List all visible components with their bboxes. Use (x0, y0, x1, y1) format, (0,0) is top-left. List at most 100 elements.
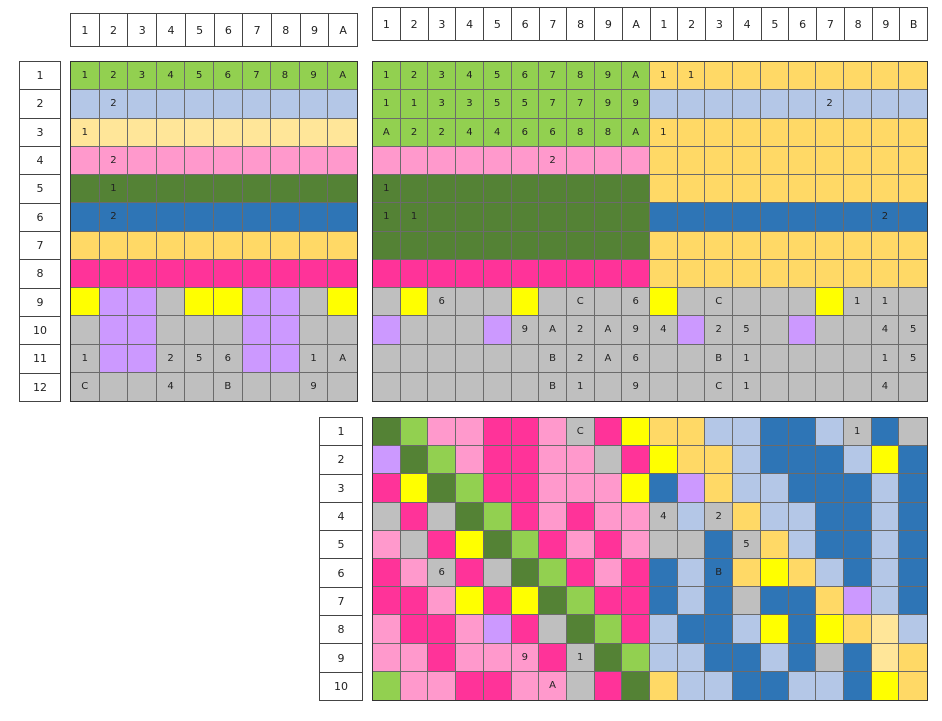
grid-cell (677, 502, 706, 531)
column-header-cell: 1 (373, 8, 401, 40)
grid-cell (760, 530, 789, 559)
grid-cell (816, 372, 844, 401)
grid-cell (373, 372, 401, 401)
grid-cell: 3 (428, 90, 457, 119)
grid-cell (788, 288, 817, 317)
grid-cell (456, 446, 484, 475)
grid-cell: 1 (373, 175, 401, 204)
grid-cell (705, 615, 734, 644)
column-header-cell: 8 (567, 8, 595, 40)
grid-cell (328, 146, 357, 175)
grid-cell: B (214, 372, 243, 401)
grid-cell (456, 559, 484, 588)
grid-cell (511, 231, 540, 260)
grid-cell: 1 (373, 90, 401, 119)
grid-cell (622, 418, 650, 447)
grid-cell (566, 671, 595, 700)
grid-cell (760, 90, 789, 119)
grid-cell (299, 175, 329, 204)
grid-cell (400, 259, 429, 288)
grid-cell (483, 530, 512, 559)
grid-cell (650, 643, 678, 672)
grid-cell (843, 259, 872, 288)
grid-cell: 2 (99, 90, 129, 119)
grid-cell (594, 259, 623, 288)
grid-cell: 4 (156, 62, 186, 91)
grid-cell (705, 530, 734, 559)
grid-cell (271, 146, 300, 175)
grid-cell (71, 175, 100, 204)
grid-cell (650, 559, 678, 588)
column-header-cell: 1 (651, 8, 679, 40)
row-header-cell: 3 (20, 119, 60, 147)
grid-cell (456, 372, 484, 401)
grid-cell (328, 90, 357, 119)
grid-cell (843, 146, 872, 175)
grid-cell: 3 (128, 62, 157, 91)
grid-cell (705, 146, 734, 175)
grid-cell (622, 559, 650, 588)
grid-cell (400, 530, 429, 559)
grid-cell (760, 231, 789, 260)
grid-cell (373, 615, 401, 644)
grid-cell (242, 316, 272, 345)
grid-cell (705, 259, 734, 288)
grid-cell: 4 (650, 316, 678, 345)
grid-cell (650, 288, 678, 317)
grid-cell (299, 288, 329, 317)
grid-cell (677, 615, 706, 644)
grid-cell (400, 502, 429, 531)
grid-cell (843, 559, 872, 588)
grid-cell (677, 231, 706, 260)
grid-cell (622, 671, 650, 700)
grid-cell (128, 175, 157, 204)
grid-cell (705, 643, 734, 672)
grid-cell (185, 203, 214, 232)
grid-cell (843, 474, 872, 503)
grid-cell (428, 446, 457, 475)
grid-cell (128, 146, 157, 175)
grid-cell (128, 90, 157, 119)
grid-cell (760, 175, 789, 204)
grid-cell (788, 146, 817, 175)
grid-cell (373, 288, 401, 317)
row-header-cell: 1 (20, 62, 60, 91)
grid-cell (566, 175, 595, 204)
grid-cell: 9 (299, 372, 329, 401)
grid-cell (899, 671, 927, 700)
grid-cell: 9 (622, 90, 650, 119)
grid-cell (566, 446, 595, 475)
grid-cell (128, 372, 157, 401)
column-header-cell: 5 (762, 8, 790, 40)
row-header-cell: 2 (20, 90, 60, 119)
grid-cell (271, 203, 300, 232)
grid-cell (594, 530, 623, 559)
grid-cell (328, 288, 357, 317)
grid-cell (899, 372, 927, 401)
grid-cell (483, 175, 512, 204)
grid-cell (843, 643, 872, 672)
grid-cell (594, 559, 623, 588)
grid-cell (428, 502, 457, 531)
grid-cell: A (622, 118, 650, 147)
grid-cell (566, 203, 595, 232)
column-header-cell: 5 (484, 8, 512, 40)
grid-cell (214, 288, 243, 317)
grid-cell (677, 418, 706, 447)
grid-cell: C (566, 288, 595, 317)
grid-cell: 1 (299, 344, 329, 373)
grid-cell (760, 643, 789, 672)
grid-cell (760, 288, 789, 317)
grid-cell (156, 175, 186, 204)
grid-cell: 9 (299, 62, 329, 91)
grid-cell (760, 559, 789, 588)
grid-cell (705, 118, 734, 147)
grid-cell: 5 (185, 344, 214, 373)
grid-cell (622, 530, 650, 559)
grid-cell (214, 175, 243, 204)
grid-cell: 7 (242, 62, 272, 91)
grid-cell (788, 643, 817, 672)
column-header-cell: B (909, 17, 918, 31)
grid-cell (816, 288, 844, 317)
grid-cell (788, 203, 817, 232)
